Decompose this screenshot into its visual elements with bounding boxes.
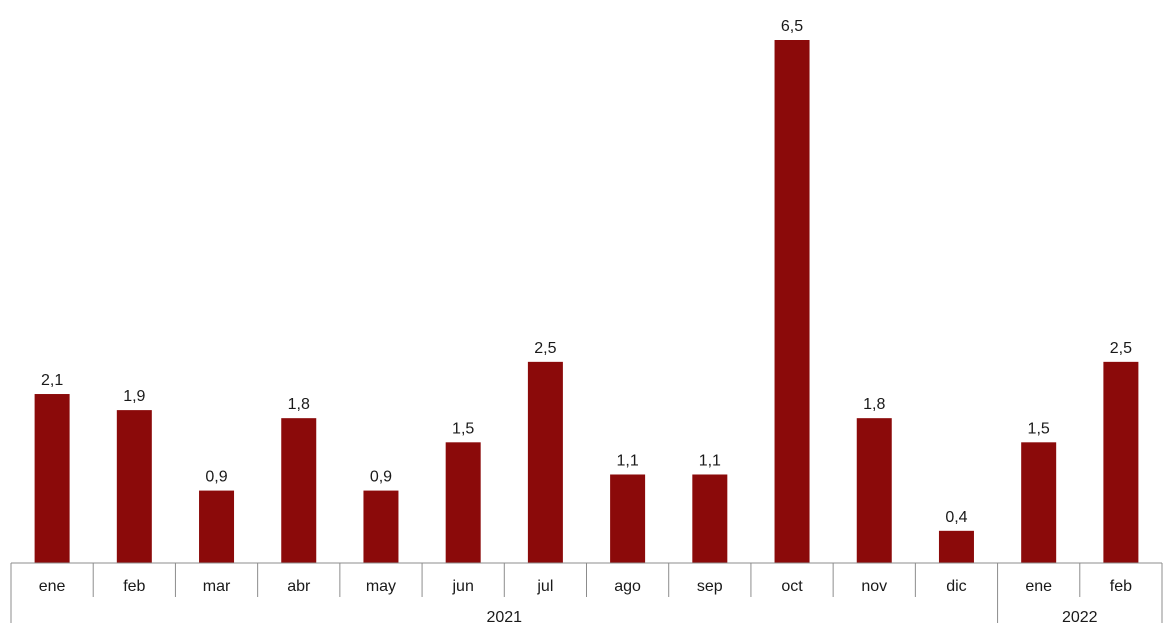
value-label: 0,9 <box>370 469 392 486</box>
value-label: 0,9 <box>205 469 227 486</box>
year-group-label: 2022 <box>1062 609 1098 623</box>
category-label: dic <box>946 578 966 595</box>
bar <box>856 418 892 563</box>
value-label: 1,1 <box>699 452 721 469</box>
category-label: abr <box>287 578 311 595</box>
category-label: ago <box>614 578 641 595</box>
category-label: feb <box>123 578 145 595</box>
year-group-label: 2021 <box>486 609 522 623</box>
value-label: 2,1 <box>41 372 63 389</box>
value-label: 1,5 <box>1028 420 1050 437</box>
category-label: ene <box>1025 578 1052 595</box>
bars-layer <box>34 40 1139 563</box>
category-label: jun <box>452 578 474 595</box>
value-label: 1,9 <box>123 388 145 405</box>
x-axis: ene feb mar abr may jun jul ago sep oct nov dic ene f… <box>10 562 1163 623</box>
category-label: oct <box>781 578 803 595</box>
bar <box>527 361 563 563</box>
bar <box>938 530 974 563</box>
value-label: 2,5 <box>1110 340 1132 357</box>
category-label: nov <box>861 578 887 595</box>
category-label: may <box>366 578 396 595</box>
bar <box>34 394 70 563</box>
value-label: 2,5 <box>534 340 556 357</box>
value-label: 6,5 <box>781 18 803 35</box>
bar <box>363 490 399 563</box>
category-label: jul <box>536 578 553 595</box>
category-label: ene <box>39 578 66 595</box>
category-label: sep <box>697 578 723 595</box>
category-label: feb <box>1110 578 1132 595</box>
value-label: 1,8 <box>288 396 310 413</box>
bar <box>281 418 317 563</box>
value-label: 1,5 <box>452 420 474 437</box>
bar <box>774 40 810 563</box>
bar <box>1103 361 1139 563</box>
value-label: 1,8 <box>863 396 885 413</box>
bar <box>199 490 235 563</box>
bar <box>610 474 646 563</box>
value-labels-layer: 2,1 1,9 0,9 1,8 0,9 1,5 2,5 1,1 1,1 6,5 1,8 0,4 1,5 2… <box>41 18 1132 526</box>
value-label: 0,4 <box>945 509 967 526</box>
bar <box>445 442 481 563</box>
value-label: 1,1 <box>616 452 638 469</box>
bar <box>116 410 152 563</box>
bar <box>692 474 728 563</box>
bar <box>1021 442 1057 563</box>
category-label: mar <box>203 578 231 595</box>
